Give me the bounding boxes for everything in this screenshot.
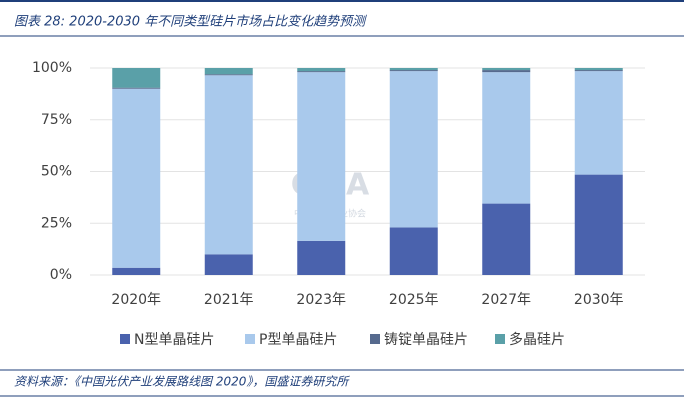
y-tick-label: 0% <box>50 267 72 283</box>
x-tick-label: 2030年 <box>574 292 624 308</box>
legend-swatch <box>245 334 255 344</box>
bar-segment <box>297 71 346 73</box>
bar-segment <box>204 68 253 75</box>
y-tick-label: 50% <box>41 164 72 180</box>
bar-segment <box>482 203 531 275</box>
y-tick-label: 100% <box>32 60 72 76</box>
legend-label: 铸锭单晶硅片 <box>384 332 468 348</box>
bar-segment <box>482 68 531 71</box>
bar-segment <box>297 68 346 72</box>
bar-segment <box>574 68 623 71</box>
x-tick-label: 2025年 <box>389 292 439 308</box>
bar-segment <box>389 70 438 72</box>
chart-title: 图表 28: 2020-2030 年不同类型硅片市场占比变化趋势预测 <box>14 14 367 30</box>
bar-segment <box>389 68 438 71</box>
legend-label: 多晶硅片 <box>509 331 565 348</box>
y-tick-label: 75% <box>41 112 72 128</box>
x-tick-label: 2020年 <box>111 292 161 308</box>
legend-swatch <box>370 334 380 344</box>
bar-segment <box>112 87 161 89</box>
x-tick-label: 2021年 <box>204 292 254 308</box>
bar-segment <box>574 70 623 72</box>
legend-label: P型单晶硅片 <box>259 332 337 348</box>
bar-segment <box>389 227 438 275</box>
bar-segment <box>204 74 253 76</box>
bar-segment <box>112 267 161 275</box>
bar-segment <box>482 72 531 204</box>
bar-segment <box>112 88 161 268</box>
bar-segment <box>204 75 253 255</box>
x-tick-label: 2027年 <box>481 292 531 308</box>
bar-segment <box>297 240 346 275</box>
bar-segment <box>204 254 253 275</box>
legend-swatch <box>120 334 130 344</box>
bar-segment <box>389 71 438 228</box>
x-tick-label: 2023年 <box>296 292 346 308</box>
bar-segment <box>574 71 623 175</box>
bar-segment <box>574 174 623 275</box>
bar-segment <box>112 68 161 88</box>
legend-swatch <box>495 334 505 344</box>
y-tick-label: 25% <box>41 215 72 231</box>
bar-segment <box>297 72 346 241</box>
source: 资料来源：《中国光伏产业发展路线图 2020》，国盛证券研究所 <box>14 375 350 389</box>
legend-label: N型单晶硅片 <box>134 332 214 348</box>
bar-segment <box>482 70 531 73</box>
